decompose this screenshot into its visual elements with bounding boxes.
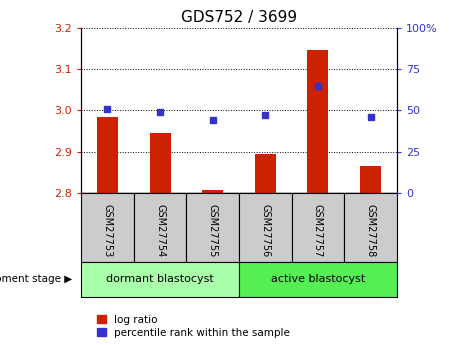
Bar <box>81 193 134 262</box>
Bar <box>344 193 397 262</box>
Bar <box>202 190 223 193</box>
Legend: log ratio, percentile rank within the sample: log ratio, percentile rank within the sa… <box>96 313 292 340</box>
Bar <box>360 166 381 193</box>
Bar <box>292 193 344 262</box>
Text: GSM27757: GSM27757 <box>313 204 323 257</box>
Bar <box>97 117 118 193</box>
Bar <box>239 262 397 297</box>
Bar <box>150 133 170 193</box>
Title: GDS752 / 3699: GDS752 / 3699 <box>181 10 297 25</box>
Text: GSM27756: GSM27756 <box>260 204 270 257</box>
Text: GSM27753: GSM27753 <box>102 204 112 257</box>
Bar <box>134 193 186 262</box>
Text: dormant blastocyst: dormant blastocyst <box>106 275 214 284</box>
Bar <box>239 193 292 262</box>
Text: GSM27758: GSM27758 <box>366 204 376 257</box>
Text: GSM27755: GSM27755 <box>208 204 218 257</box>
Text: development stage ▶: development stage ▶ <box>0 275 72 284</box>
Text: active blastocyst: active blastocyst <box>271 275 365 284</box>
Bar <box>186 193 239 262</box>
Bar <box>308 50 328 193</box>
Text: GSM27754: GSM27754 <box>155 204 165 257</box>
Bar <box>81 262 239 297</box>
Bar <box>255 154 276 193</box>
